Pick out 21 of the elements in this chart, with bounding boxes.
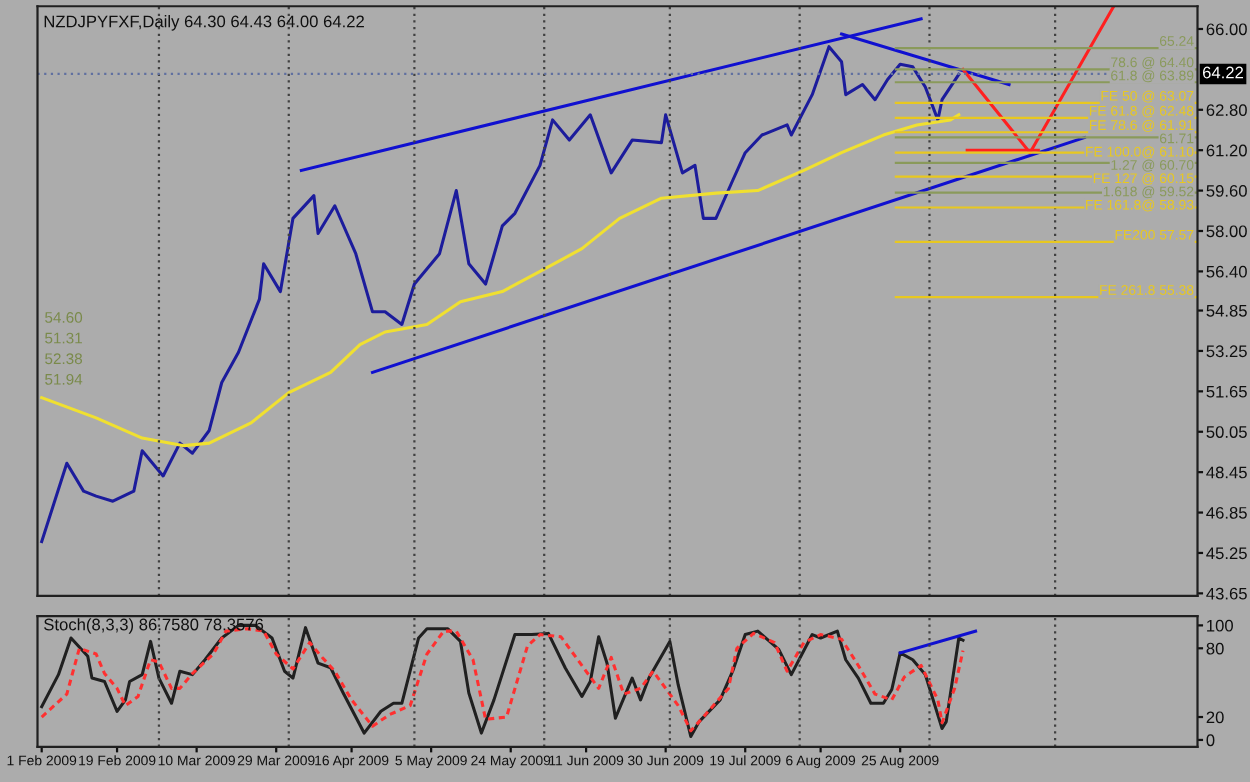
y-tick-label: 53.25 bbox=[1206, 345, 1247, 358]
chart-title: Stoch(8,3,3) 86.7580 78.3576 bbox=[44, 618, 264, 634]
y-tick-label: 50.05 bbox=[1206, 426, 1247, 438]
y-tick-label: 61.20 bbox=[1206, 144, 1247, 157]
y-tick-label: 80 bbox=[1206, 642, 1224, 655]
y-tick-label: 43.65 bbox=[1206, 587, 1247, 600]
y-tick-label: 100 bbox=[1207, 619, 1233, 632]
y-tick-label: 51.65 bbox=[1206, 385, 1247, 398]
ref-line-label: 64.22 bbox=[1202, 66, 1244, 79]
y-tick-label: 66.00 bbox=[1206, 23, 1247, 36]
chart-title: NZDJPYFXF,Daily 64.30 64.43 64.00 64.22 bbox=[44, 15, 364, 31]
y-tick-label: 48.45 bbox=[1206, 466, 1247, 479]
y-tick-label: 46.85 bbox=[1206, 506, 1247, 519]
y-tick-label: 45.25 bbox=[1206, 547, 1247, 560]
y-tick-label: 58.00 bbox=[1206, 225, 1247, 238]
y-tick-label: 62.80 bbox=[1206, 104, 1247, 116]
y-tick-label: 56.40 bbox=[1206, 265, 1247, 278]
y-tick-label: 20 bbox=[1206, 711, 1224, 724]
y-tick-label: 59.60 bbox=[1206, 184, 1247, 197]
y-tick-label: 54.85 bbox=[1206, 304, 1247, 317]
y-tick-label: 0 bbox=[1206, 734, 1215, 747]
